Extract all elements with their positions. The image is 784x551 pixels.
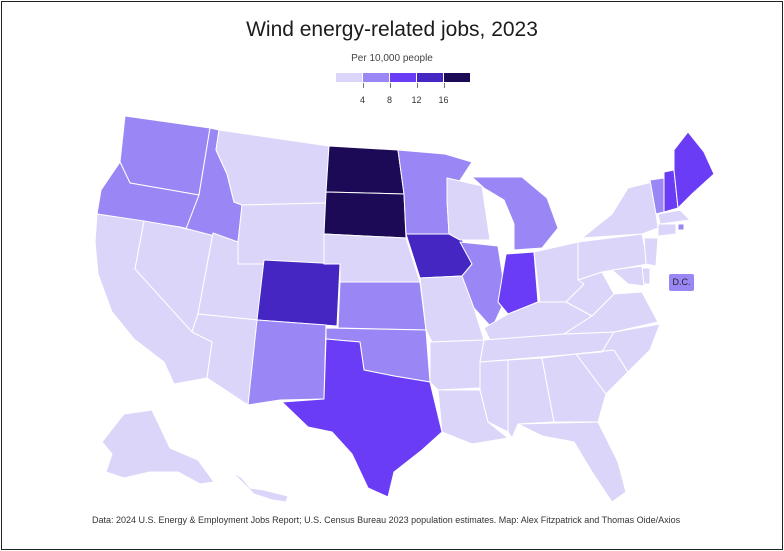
state-WY[interactable] — [237, 202, 327, 265]
state-GA[interactable] — [541, 353, 607, 423]
state-RI[interactable] — [677, 223, 685, 231]
state-MS[interactable] — [479, 359, 509, 433]
state-MA[interactable] — [657, 209, 691, 225]
legend-tick-label: 12 — [411, 95, 422, 105]
state-AK[interactable] — [101, 409, 215, 485]
legend-swatch — [363, 73, 389, 82]
legend-swatch — [444, 73, 470, 82]
dc-swatch — [669, 274, 694, 291]
state-TX[interactable] — [281, 338, 443, 498]
legend-tick-label: 4 — [359, 95, 366, 105]
state-MT[interactable] — [215, 129, 330, 206]
state-CT[interactable] — [657, 223, 677, 237]
state-ME[interactable] — [673, 131, 715, 209]
legend-tick-mark — [362, 83, 364, 88]
state-NJ[interactable] — [643, 237, 659, 267]
legend-swatch — [417, 73, 443, 82]
map-subtitle: Per 10,000 people — [351, 53, 433, 64]
legend-swatch — [390, 73, 416, 82]
legend-swatch — [336, 73, 362, 82]
state-ND[interactable] — [325, 145, 405, 195]
state-MD[interactable] — [611, 265, 645, 287]
legend-tick-mark — [416, 83, 418, 88]
state-CO[interactable] — [256, 259, 341, 327]
state-HI[interactable] — [231, 471, 289, 503]
state-AR[interactable] — [429, 339, 485, 391]
state-FL[interactable] — [517, 421, 627, 503]
legend-tick-mark — [443, 83, 445, 88]
legend-tick-mark — [389, 83, 391, 88]
state-IL[interactable] — [459, 241, 507, 329]
dc-inset: D.C. — [669, 274, 694, 291]
legend-tick-label: 16 — [438, 95, 449, 105]
map-title: Wind energy-related jobs, 2023 — [246, 18, 538, 41]
state-SD[interactable] — [323, 191, 407, 239]
color-legend: 4 8 12 16 — [336, 73, 470, 105]
state-NY[interactable] — [581, 181, 659, 239]
dc-label: D.C. — [672, 277, 691, 287]
state-KS[interactable] — [337, 281, 427, 331]
state-MI[interactable] — [471, 176, 559, 251]
legend-tick-label: 8 — [386, 95, 393, 105]
state-NM[interactable] — [247, 319, 327, 406]
source-note: Data: 2024 U.S. Energy & Employment Jobs… — [92, 515, 681, 525]
